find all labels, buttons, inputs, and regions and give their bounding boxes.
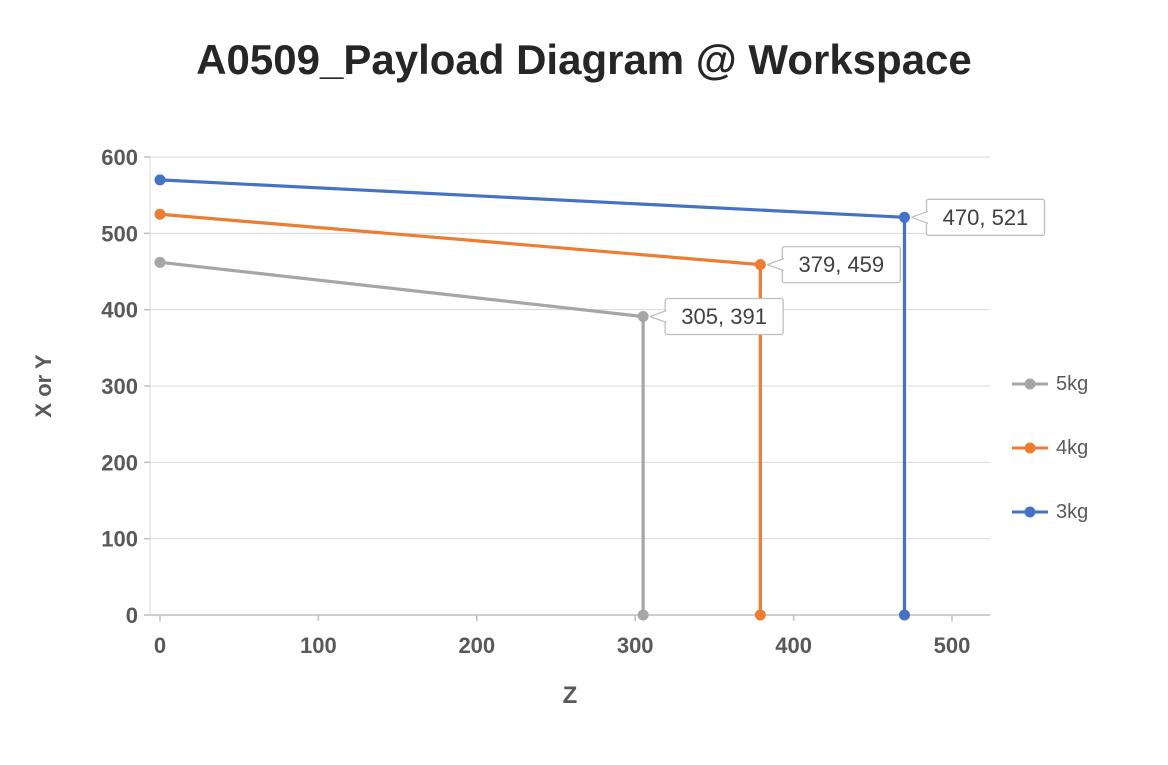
y-tick-label: 0 [126, 603, 138, 628]
data-label-text: 305, 391 [681, 304, 767, 329]
series-marker-4kg [754, 609, 766, 621]
series-marker-4kg [154, 208, 166, 220]
data-label-pointer-edge [911, 216, 929, 224]
legend-swatch-5kg [1012, 378, 1048, 390]
chart-title: A0509_Payload Diagram @ Workspace [196, 36, 972, 83]
y-tick-label: 500 [101, 221, 138, 246]
data-label-pointer-edge [649, 309, 667, 318]
data-label-text: 379, 459 [799, 252, 885, 277]
x-axis-title: Z [562, 682, 578, 709]
legend-swatch-4kg [1012, 442, 1048, 454]
series-marker-5kg [154, 256, 166, 268]
legend-swatch-3kg [1012, 506, 1048, 518]
legend-label: 5kg [1056, 372, 1089, 395]
series-line-4kg [159, 212, 762, 615]
data-label-text: 470, 521 [943, 205, 1029, 230]
data-label-pointer-edge [767, 264, 785, 272]
x-tick-label: 200 [458, 633, 495, 658]
y-tick-label: 400 [101, 298, 138, 323]
legend-marker-icon [1024, 442, 1036, 454]
y-tick-label: 200 [101, 450, 138, 475]
data-label-pointer [650, 310, 667, 323]
legend-marker-icon [1024, 378, 1036, 390]
series-line-5kg [159, 260, 645, 615]
data-label-pointer-edge [649, 315, 667, 324]
legend-marker-icon [1024, 506, 1036, 518]
series-marker-3kg [154, 174, 166, 186]
y-tick-label: 100 [101, 527, 138, 552]
x-tick-label: 100 [300, 633, 337, 658]
legend-item-3kg: 3kg [1012, 500, 1088, 524]
legend: 5kg 4kg 3kg [1012, 372, 1088, 564]
series-marker-5kg [637, 311, 649, 323]
data-label-pointer-edge [911, 210, 929, 218]
series-marker-3kg [898, 609, 910, 621]
data-label-pointer [911, 211, 928, 224]
series-marker-3kg [898, 211, 910, 223]
y-axis-title: X or Y [31, 354, 56, 418]
x-tick-label: 0 [154, 633, 166, 658]
data-label-pointer-edge [767, 258, 785, 266]
legend-item-5kg: 5kg [1012, 372, 1088, 396]
data-label-pointer [767, 258, 784, 271]
series-marker-4kg [754, 259, 766, 271]
y-tick-label: 300 [101, 374, 138, 399]
y-tick-label: 600 [101, 145, 138, 170]
x-tick-label: 400 [775, 633, 812, 658]
legend-label: 4kg [1056, 436, 1089, 459]
x-tick-label: 300 [617, 633, 654, 658]
series-marker-5kg [637, 609, 649, 621]
legend-label: 3kg [1056, 500, 1089, 523]
legend-item-4kg: 4kg [1012, 436, 1088, 460]
x-tick-label: 500 [934, 633, 971, 658]
